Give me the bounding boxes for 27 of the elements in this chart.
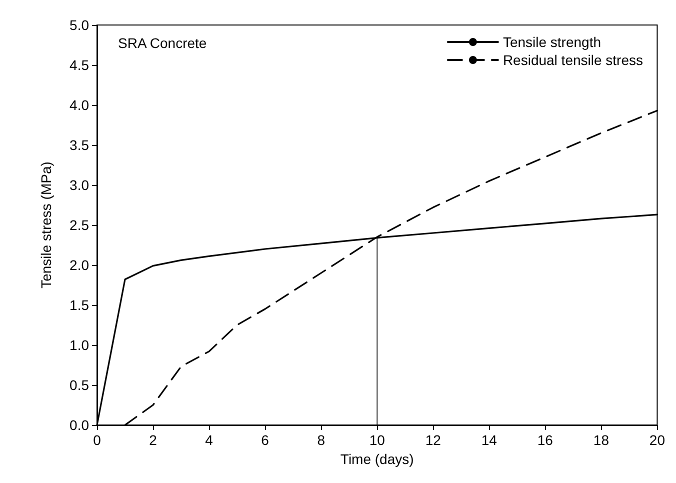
y-tick-label: 4.0 (70, 97, 90, 113)
x-tick-label: 2 (149, 432, 158, 448)
x-tick-label: 4 (205, 432, 214, 448)
x-tick-label: 10 (369, 432, 386, 448)
legend-label: Tensile strength (502, 34, 601, 50)
x-tick-label: 18 (593, 432, 610, 448)
y-tick-label: 2.5 (70, 217, 90, 233)
y-tick-label: 1.5 (70, 297, 90, 313)
x-tick-label: 16 (537, 432, 554, 448)
y-axis-title: Tensile stress (MPa) (38, 162, 54, 288)
y-tick-label: 2.0 (70, 257, 90, 273)
y-tick-label: 1.0 (70, 337, 90, 353)
legend-label: Residual tensile stress (502, 52, 643, 68)
y-tick-label: 5.0 (70, 17, 90, 33)
x-tick-label: 0 (93, 432, 102, 448)
y-tick-label: 4.5 (70, 57, 90, 73)
y-tick-label: 3.5 (70, 137, 90, 153)
x-tick-label: 20 (649, 432, 666, 448)
annotation: SRA Concrete (118, 35, 207, 51)
x-axis-title: Time (days) (340, 450, 414, 467)
y-tick-label: 0.0 (70, 417, 90, 433)
y-tick-label: 3.0 (70, 177, 90, 193)
x-tick-label: 8 (317, 432, 326, 448)
x-tick-label: 12 (425, 432, 442, 448)
x-tick-label: 14 (481, 432, 498, 448)
x-tick-label: 6 (261, 432, 270, 448)
y-tick-label: 0.5 (70, 377, 90, 393)
